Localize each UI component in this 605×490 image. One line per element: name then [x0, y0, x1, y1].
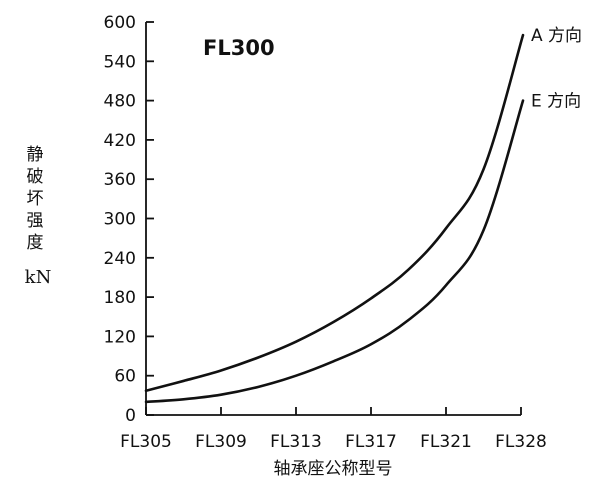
- x-tick-label: FL317: [345, 432, 397, 452]
- y-tick-label: 300: [104, 210, 136, 230]
- y-ticks: 0 60 120 180 240 300 360 420 480 540 600: [104, 13, 154, 426]
- y-axis-label-char: 度: [27, 233, 44, 253]
- series-labels: A 方向 E 方向: [531, 26, 582, 112]
- y-tick-label: 600: [104, 13, 136, 33]
- y-axis-label-char: 静: [27, 145, 44, 165]
- x-tick-label: FL313: [270, 432, 322, 452]
- y-tick-label: 180: [104, 288, 136, 308]
- x-tick-label: FL309: [195, 432, 247, 452]
- y-axis-label: 静破坏强度静破坏强度: [27, 145, 44, 253]
- series-label-e: E 方向: [531, 92, 581, 112]
- series-layer: [144, 33, 525, 404]
- y-tick-label: 420: [104, 131, 136, 151]
- y-tick-label: 480: [104, 92, 136, 112]
- y-axis-label-char: 强: [27, 211, 44, 231]
- y-tick-label: 120: [104, 327, 136, 347]
- x-ticks: FL305 FL309 FL313 FL317 FL321 FL328: [120, 407, 547, 452]
- y-tick-label: 240: [104, 249, 136, 269]
- y-axis-label-char: 破: [27, 167, 44, 187]
- chart-title: FL300: [203, 36, 275, 60]
- y-tick-label: 0: [125, 406, 136, 426]
- series-label-a: A 方向: [531, 26, 582, 46]
- x-tick-label: FL305: [120, 432, 172, 452]
- series-line-e: [144, 99, 525, 404]
- x-axis-label: 轴承座公称型号: [274, 459, 393, 479]
- x-tick-label: FL321: [420, 432, 472, 452]
- y-tick-label: 60: [114, 367, 136, 387]
- x-tick-label: FL328: [495, 432, 547, 452]
- y-axis-unit: kN: [25, 267, 52, 288]
- series-line-a: [144, 33, 525, 393]
- y-tick-label: 360: [104, 170, 136, 190]
- y-axis-label-char: 坏: [27, 189, 44, 209]
- y-tick-label: 540: [104, 52, 136, 72]
